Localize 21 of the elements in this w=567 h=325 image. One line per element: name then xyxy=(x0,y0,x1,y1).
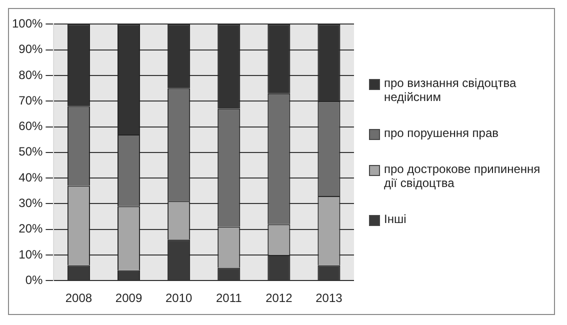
y-tick-label: 50% xyxy=(18,144,44,159)
x-tick-label: 2012 xyxy=(266,291,293,306)
legend-label: про дострокове припинення дії свідоцтва xyxy=(384,162,542,190)
y-tick-label: 100% xyxy=(12,16,44,31)
y-tick-label: 10% xyxy=(18,247,44,262)
y-tick-label: 40% xyxy=(18,170,44,184)
y-tick-label: 0% xyxy=(25,272,44,287)
y-tick-label: 20% xyxy=(18,222,44,236)
x-tick-label: 2008 xyxy=(65,291,92,306)
y-tick-label: 30% xyxy=(18,196,44,210)
y-tick-label: 90% xyxy=(18,42,44,56)
y-tick-label: 70% xyxy=(18,93,44,108)
legend-label: Інші xyxy=(384,212,406,226)
y-tick-label: 80% xyxy=(18,68,44,82)
x-tick-label: 2010 xyxy=(165,291,192,306)
x-tick-label: 2009 xyxy=(115,291,142,306)
x-tick-label: 2013 xyxy=(316,291,343,306)
legend-label: про визнання свідоцтва недійсним xyxy=(384,76,518,104)
y-tick-label: 60% xyxy=(18,119,44,134)
x-tick-label: 2011 xyxy=(216,291,242,306)
legend-label: про порушення прав xyxy=(384,126,498,140)
